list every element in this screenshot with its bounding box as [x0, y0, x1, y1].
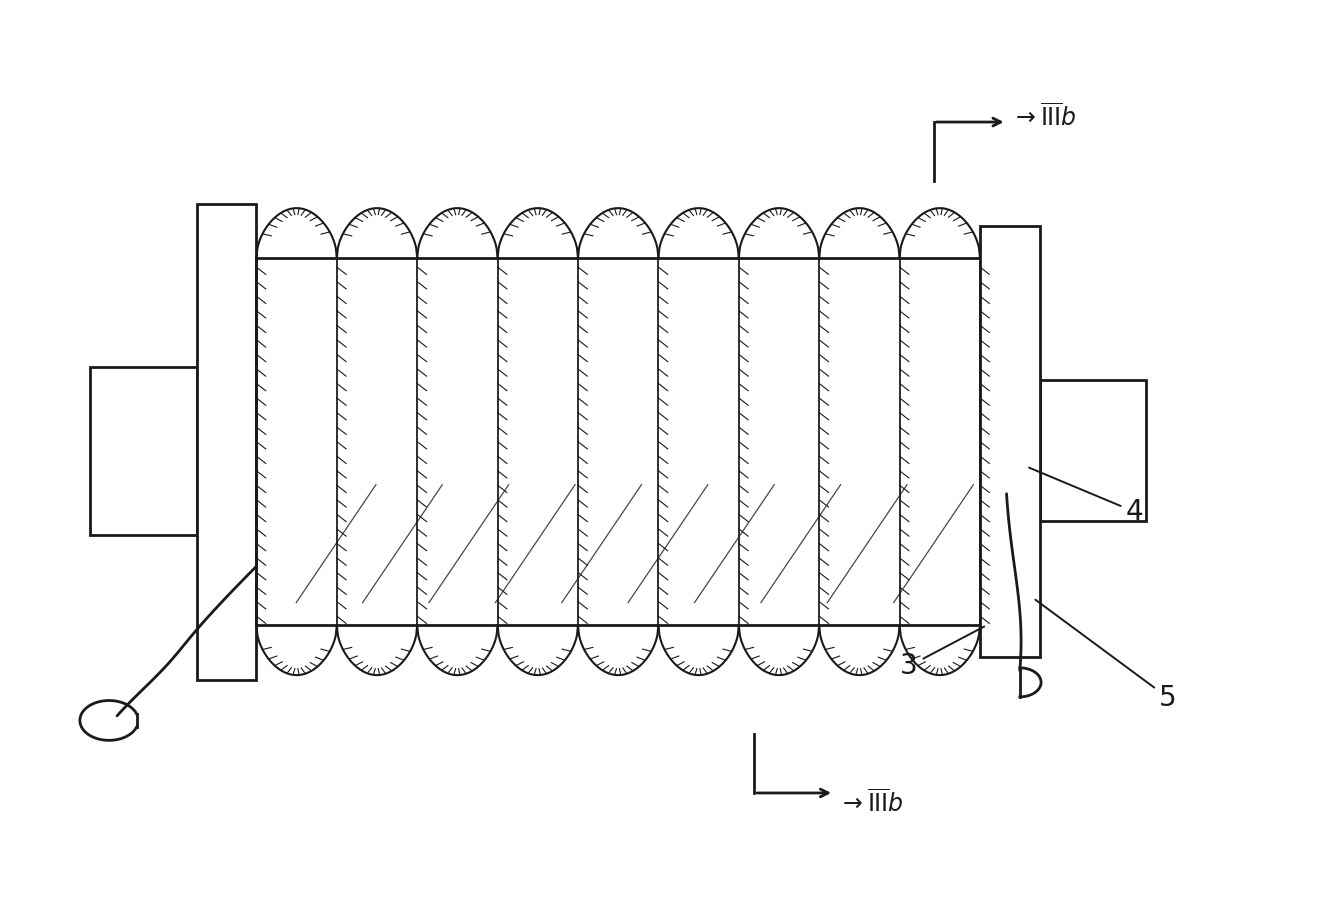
Text: 5: 5 — [1035, 599, 1177, 712]
Polygon shape — [1039, 381, 1146, 521]
Text: $\rightarrow\overline{\mathrm{III}}b$: $\rightarrow\overline{\mathrm{III}}b$ — [1010, 102, 1077, 131]
Text: 3: 3 — [900, 627, 985, 680]
Polygon shape — [257, 258, 981, 625]
Text: $\rightarrow\overline{\mathrm{III}}b$: $\rightarrow\overline{\mathrm{III}}b$ — [838, 789, 903, 817]
Polygon shape — [981, 226, 1039, 657]
Polygon shape — [91, 367, 196, 534]
Polygon shape — [196, 204, 257, 680]
Text: 4: 4 — [1029, 468, 1144, 526]
